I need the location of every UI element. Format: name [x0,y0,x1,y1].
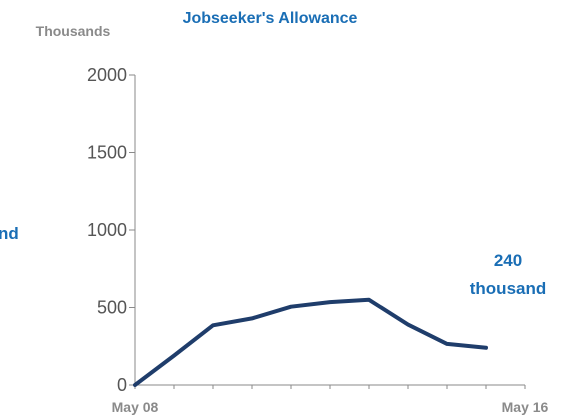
y-tick-label: 0 [117,375,127,395]
end-value-annotation-unit: thousand [470,279,547,298]
x-tick-label: May 16 [502,399,549,415]
series-line [133,297,488,387]
y-tick-label: 2000 [87,65,127,85]
x-axis: May 08 May 16 [112,384,549,415]
x-tick-label: May 08 [112,399,159,415]
y-axis-unit-label: Thousands [36,23,111,39]
y-tick-label: 1000 [87,220,127,240]
chart-title: Jobseeker's Allowance [183,10,358,27]
y-tick-label: 500 [97,298,127,318]
end-value-annotation: 240 [494,251,522,270]
y-tick-label: 1500 [87,143,127,163]
left-edge-label: nd [0,224,19,243]
y-axis: 0 500 1000 1500 2000 [87,65,136,395]
